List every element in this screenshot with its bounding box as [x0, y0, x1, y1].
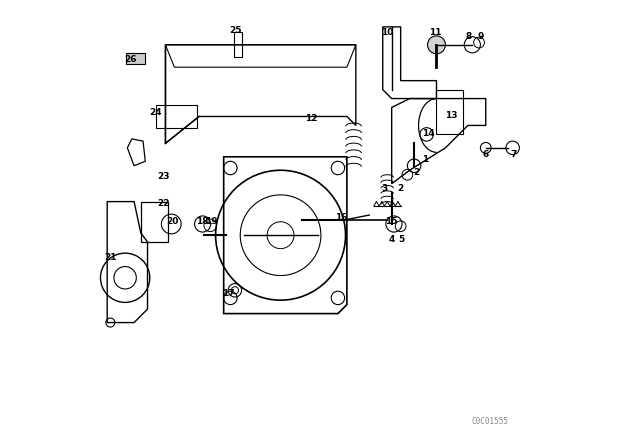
Bar	[141, 202, 168, 242]
Text: 20: 20	[166, 217, 179, 226]
Text: 14: 14	[422, 129, 435, 138]
Text: 2: 2	[397, 184, 404, 193]
Text: 18: 18	[196, 217, 209, 226]
Text: 9: 9	[477, 32, 484, 41]
Text: 1: 1	[422, 155, 428, 164]
Text: 16: 16	[335, 213, 348, 222]
Text: 24: 24	[149, 108, 161, 117]
Text: 23: 23	[157, 172, 170, 181]
Text: 10: 10	[381, 28, 394, 37]
Text: 2: 2	[413, 168, 419, 177]
Text: 26: 26	[124, 55, 137, 64]
Text: 22: 22	[157, 199, 170, 208]
Text: 5: 5	[399, 235, 404, 244]
Text: 15: 15	[385, 217, 398, 226]
Text: 6: 6	[483, 150, 489, 159]
Text: 21: 21	[104, 253, 116, 262]
Text: 19: 19	[205, 217, 218, 226]
Text: 13: 13	[445, 111, 457, 120]
Text: 4: 4	[388, 235, 395, 244]
Text: C0C01555: C0C01555	[472, 417, 509, 426]
Bar	[234, 32, 243, 57]
Text: 12: 12	[305, 114, 317, 123]
Bar	[127, 53, 145, 64]
Text: 7: 7	[511, 150, 517, 159]
Text: 17: 17	[222, 289, 234, 298]
Text: 25: 25	[230, 26, 242, 35]
Text: 11: 11	[429, 28, 442, 37]
Circle shape	[428, 36, 445, 54]
Text: 8: 8	[466, 32, 472, 41]
Bar	[157, 105, 197, 128]
Text: 3: 3	[382, 184, 388, 193]
